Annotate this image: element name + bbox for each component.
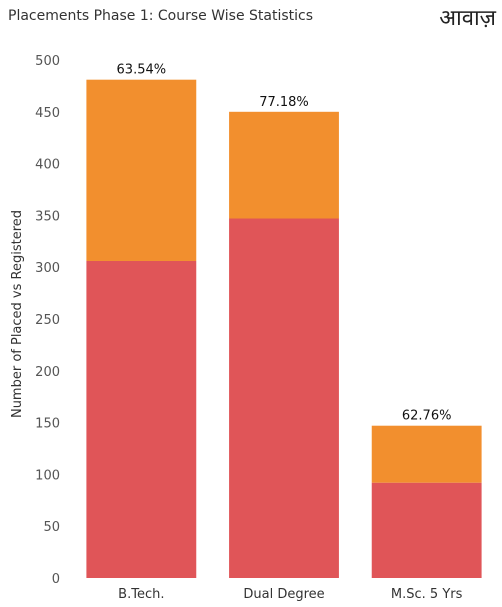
y-tick-label: 200: [35, 365, 60, 380]
awaaz-logo: आवाज़: [439, 6, 496, 31]
bar-registered-remainder: [371, 425, 482, 483]
bar-placed: [86, 260, 197, 578]
y-tick-label: 300: [35, 261, 60, 276]
category-label: B.Tech.: [118, 587, 164, 602]
y-tick-label: 450: [35, 106, 60, 121]
y-tick-label: 100: [35, 468, 60, 483]
chart-title: Placements Phase 1: Course Wise Statisti…: [8, 8, 314, 24]
y-tick-label: 350: [35, 209, 60, 224]
bar-placed: [229, 218, 339, 578]
bar-placed: [371, 482, 482, 578]
placement-percentage-label: 63.54%: [117, 63, 167, 78]
category-label: M.Sc. 5 Yrs: [391, 587, 463, 602]
bar-registered-remainder: [86, 79, 197, 261]
y-tick-label: 50: [43, 520, 60, 535]
y-tick-label: 250: [35, 313, 60, 328]
y-tick-label: 0: [52, 572, 60, 587]
bar-registered-remainder: [229, 111, 339, 219]
placement-percentage-label: 77.18%: [259, 95, 309, 110]
y-tick-label: 150: [35, 417, 60, 432]
y-tick-label: 400: [35, 158, 60, 173]
y-axis-title: Number of Placed vs Registered: [10, 210, 25, 418]
y-tick-label: 500: [35, 54, 60, 69]
placement-percentage-label: 62.76%: [402, 409, 452, 424]
category-label: Dual Degree: [243, 587, 324, 602]
